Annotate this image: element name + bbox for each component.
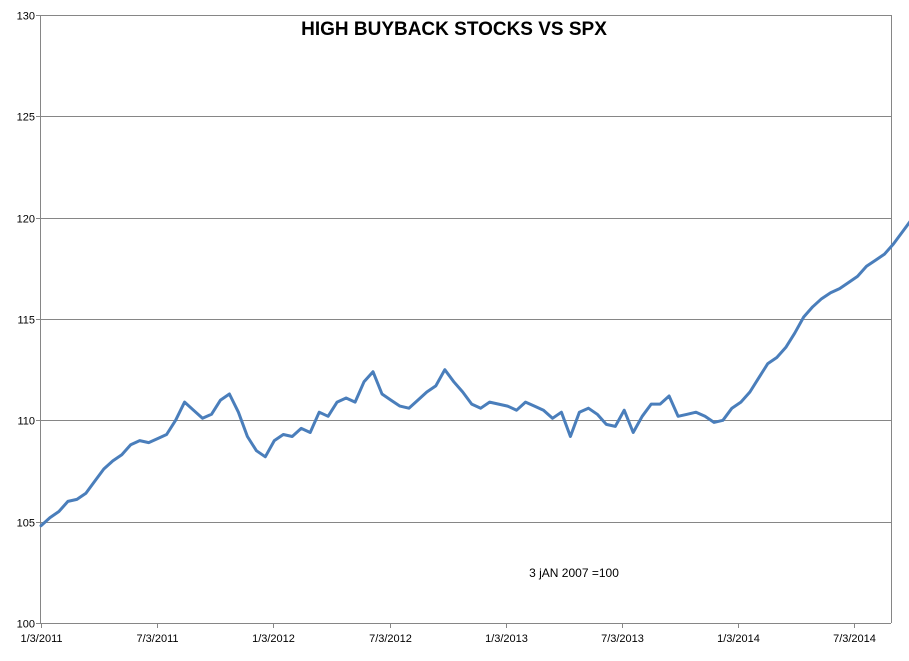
y-tick-label: 120 [17, 214, 35, 226]
y-tick-label: 125 [17, 112, 35, 124]
x-tick-label: 7/3/2014 [833, 633, 876, 645]
gridlines [40, 15, 891, 523]
x-tick-label: 1/3/2013 [485, 633, 528, 645]
y-tick-label: 110 [17, 416, 35, 428]
x-tick-label: 1/3/2012 [252, 633, 295, 645]
series-line-0 [39, 220, 909, 528]
x-tick-label: 1/3/2011 [20, 633, 62, 645]
x-tick-label: 7/3/2012 [369, 633, 412, 645]
x-tick-label: 1/3/2014 [717, 633, 760, 645]
x-axis-tick-labels: 1/3/2011 7/3/2011 1/3/2012 7/3/2012 1/3/2013… [20, 633, 875, 645]
axes [36, 15, 892, 628]
chart-annotation: 3 jAN 2007 =100 [529, 566, 619, 580]
y-tick-label: 115 [17, 315, 35, 327]
y-axis-tick-labels: 100 105 110 115 120 125 130 [17, 11, 35, 631]
series-group [39, 220, 909, 528]
x-tick-label: 7/3/2013 [601, 633, 644, 645]
y-tick-label: 105 [17, 518, 35, 530]
y-tick-label: 100 [17, 619, 35, 631]
x-tick-label: 7/3/2011 [136, 633, 178, 645]
y-tick-label: 130 [17, 11, 35, 23]
chart-title: HIGH BUYBACK STOCKS VS SPX [301, 19, 607, 40]
